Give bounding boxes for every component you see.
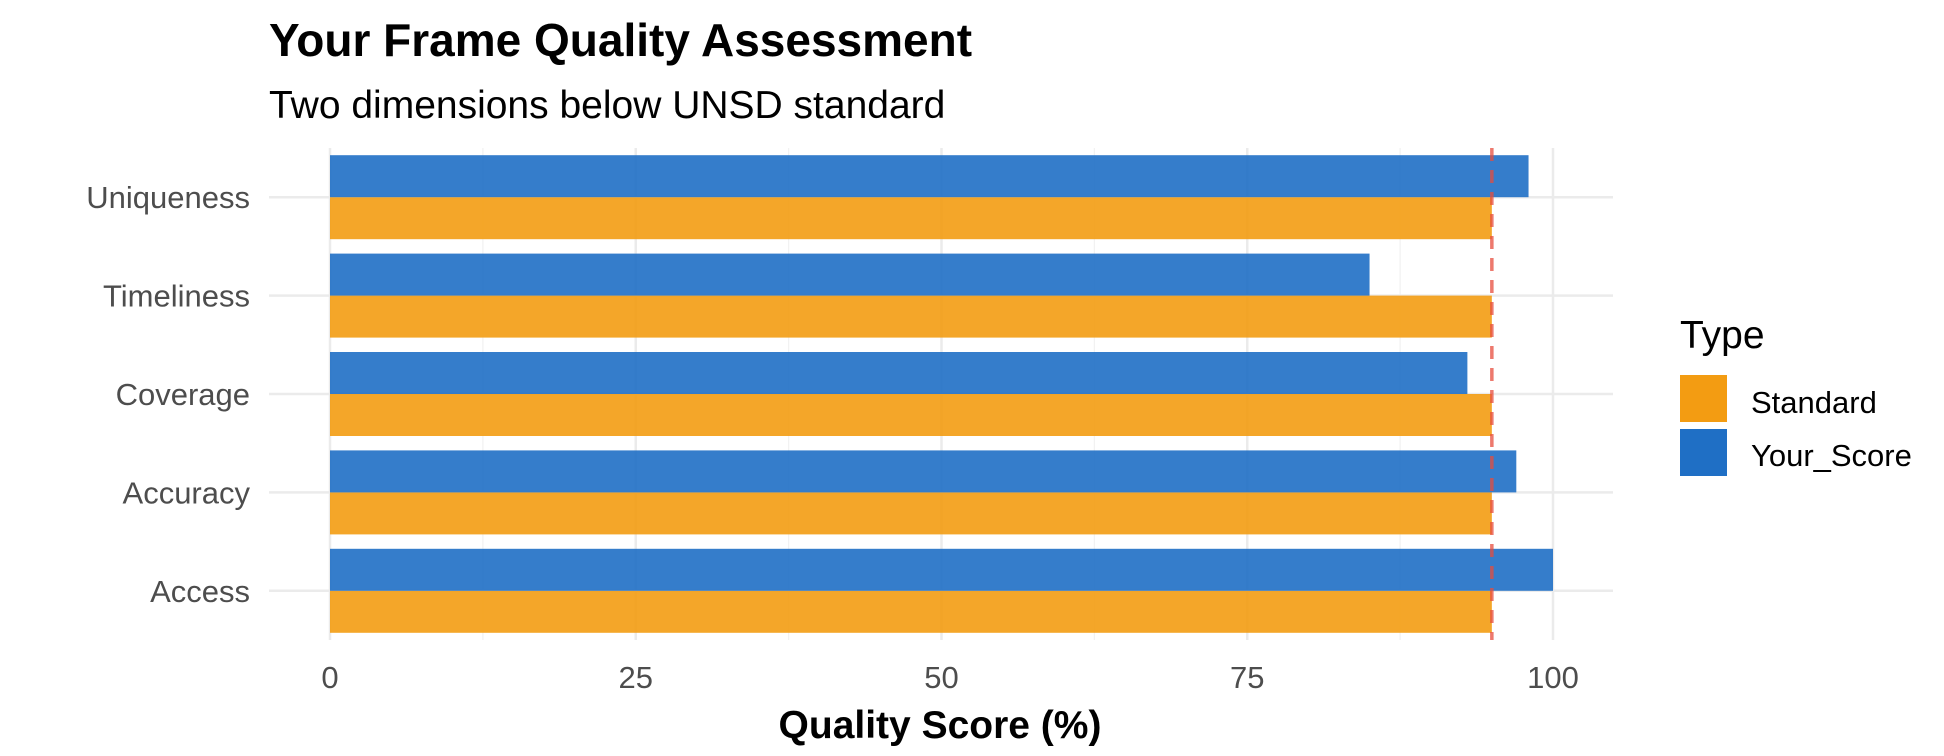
y-axis-tick-labels: Access Accuracy Coverage Timeliness Uniquene… xyxy=(86,180,250,609)
bar-standard-coverage xyxy=(330,394,1492,436)
chart-subtitle: Two dimensions below UNSD standard xyxy=(269,84,945,127)
bar-your-score-coverage xyxy=(330,352,1468,394)
bar-your-score-accuracy xyxy=(330,450,1517,493)
legend: Type Standard Your_Score xyxy=(1680,314,1912,476)
bar-standard-access xyxy=(330,590,1492,633)
bar-standard-accuracy xyxy=(330,492,1492,535)
x-tick-label: 25 xyxy=(619,660,653,695)
x-tick-label: 0 xyxy=(321,660,338,695)
bar-standard-timeliness xyxy=(330,295,1492,338)
bar-standard-uniqueness xyxy=(330,197,1492,240)
bar-your-score-timeliness xyxy=(330,253,1370,296)
legend-label-standard: Standard xyxy=(1751,385,1877,420)
legend-swatch-your-score xyxy=(1680,429,1727,476)
legend-title: Type xyxy=(1680,314,1765,357)
y-tick-label-uniqueness: Uniqueness xyxy=(86,180,250,215)
legend-swatch-standard xyxy=(1680,375,1727,422)
bar-your-score-uniqueness xyxy=(330,155,1529,198)
y-tick-label-timeliness: Timeliness xyxy=(103,279,250,314)
x-tick-label: 50 xyxy=(924,660,958,695)
legend-label-your-score: Your_Score xyxy=(1751,438,1912,473)
x-axis-tick-labels: 0 25 50 75 100 xyxy=(321,660,1578,695)
y-tick-label-access: Access xyxy=(150,574,250,609)
bars xyxy=(330,155,1553,633)
chart-title: Your Frame Quality Assessment xyxy=(269,14,972,66)
x-tick-label: 75 xyxy=(1230,660,1264,695)
y-tick-label-accuracy: Accuracy xyxy=(123,475,251,510)
y-tick-label-coverage: Coverage xyxy=(116,377,250,412)
x-axis-title: Quality Score (%) xyxy=(779,704,1102,747)
bar-your-score-access xyxy=(330,548,1553,591)
x-tick-label: 100 xyxy=(1527,660,1579,695)
